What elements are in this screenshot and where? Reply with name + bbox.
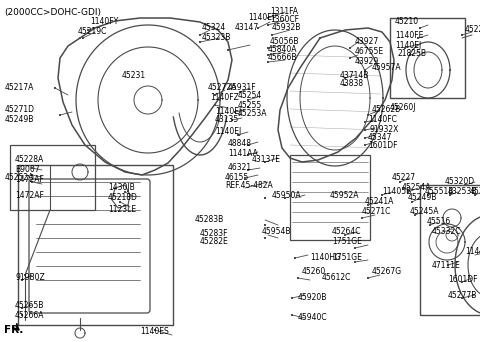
Text: B9007: B9007 bbox=[15, 166, 40, 174]
Text: 45954B: 45954B bbox=[262, 227, 291, 237]
Text: 45320D: 45320D bbox=[445, 177, 475, 186]
Text: 45249B: 45249B bbox=[5, 116, 35, 124]
Bar bbox=[390, 18, 465, 98]
Text: 45324: 45324 bbox=[202, 24, 226, 32]
Text: 45056B: 45056B bbox=[270, 38, 300, 47]
Text: 45952A: 45952A bbox=[330, 190, 360, 199]
Text: 1751GE: 1751GE bbox=[332, 253, 362, 263]
Text: 21825B: 21825B bbox=[398, 49, 427, 57]
Text: 43838: 43838 bbox=[340, 79, 364, 88]
Text: 45228A: 45228A bbox=[15, 156, 44, 165]
Text: 45323B: 45323B bbox=[202, 34, 231, 42]
Text: 45241A: 45241A bbox=[365, 197, 395, 207]
Text: 45227: 45227 bbox=[392, 173, 416, 183]
Text: 45931F: 45931F bbox=[228, 83, 257, 92]
Text: 43714B: 43714B bbox=[340, 70, 370, 79]
Text: 1430JB: 1430JB bbox=[108, 184, 135, 193]
Text: 47111E: 47111E bbox=[432, 261, 461, 269]
Text: 45283F: 45283F bbox=[200, 228, 228, 237]
Text: 1140EJ: 1140EJ bbox=[215, 107, 241, 117]
Text: 45940C: 45940C bbox=[298, 314, 328, 323]
Text: 45347: 45347 bbox=[368, 133, 392, 143]
Text: 1140FC: 1140FC bbox=[368, 116, 397, 124]
Text: 45267G: 45267G bbox=[372, 267, 402, 276]
Text: 1360CF: 1360CF bbox=[270, 15, 299, 25]
Text: 1751GE: 1751GE bbox=[332, 237, 362, 247]
Text: 45265B: 45265B bbox=[15, 301, 44, 310]
Text: 45262B: 45262B bbox=[372, 105, 401, 115]
Text: 45322: 45322 bbox=[470, 187, 480, 197]
Text: 45282E: 45282E bbox=[200, 237, 229, 247]
Text: 1140EJ: 1140EJ bbox=[395, 40, 421, 50]
Text: 1140FY: 1140FY bbox=[90, 17, 118, 26]
Text: 45254A: 45254A bbox=[402, 184, 432, 193]
Text: 1140HG: 1140HG bbox=[310, 253, 341, 263]
Text: 45516: 45516 bbox=[427, 218, 451, 226]
Text: 1311FA: 1311FA bbox=[270, 8, 298, 16]
Text: 1601DF: 1601DF bbox=[368, 141, 397, 149]
Text: 45253A: 45253A bbox=[238, 108, 267, 118]
Text: 45249B: 45249B bbox=[408, 194, 437, 202]
Text: 45283B: 45283B bbox=[195, 215, 224, 224]
Text: 1123LE: 1123LE bbox=[108, 206, 136, 214]
Text: 45271C: 45271C bbox=[362, 208, 391, 216]
Text: 919B0Z: 919B0Z bbox=[15, 274, 45, 282]
Text: 45932B: 45932B bbox=[272, 24, 301, 32]
Text: 43929: 43929 bbox=[355, 57, 379, 66]
Bar bbox=[10, 145, 95, 210]
Text: 1140EJ: 1140EJ bbox=[215, 128, 241, 136]
Text: 46155: 46155 bbox=[225, 173, 249, 183]
Text: 48848: 48848 bbox=[228, 139, 252, 147]
Text: 11405B: 11405B bbox=[382, 187, 411, 197]
Text: 1140GD: 1140GD bbox=[465, 248, 480, 256]
Text: 46755E: 46755E bbox=[355, 48, 384, 56]
Text: 1140ES: 1140ES bbox=[140, 328, 169, 337]
Text: 45254: 45254 bbox=[238, 92, 262, 101]
Text: 45231: 45231 bbox=[122, 70, 146, 79]
Text: 45666B: 45666B bbox=[268, 53, 298, 63]
Text: 45551B: 45551B bbox=[425, 187, 455, 197]
Text: 43927: 43927 bbox=[355, 38, 379, 47]
Text: 45260: 45260 bbox=[302, 267, 326, 276]
Text: 1140FZ: 1140FZ bbox=[210, 93, 239, 103]
Bar bbox=[420, 185, 480, 315]
Text: 45210: 45210 bbox=[395, 17, 419, 26]
Text: 45266A: 45266A bbox=[15, 311, 45, 319]
Text: 43147: 43147 bbox=[235, 24, 259, 32]
Text: 45252A: 45252A bbox=[5, 173, 35, 183]
Text: 45272A: 45272A bbox=[208, 83, 238, 92]
Text: 45957A: 45957A bbox=[372, 64, 402, 73]
Text: FR.: FR. bbox=[4, 325, 24, 335]
Text: 45950A: 45950A bbox=[272, 190, 301, 199]
Text: 45260J: 45260J bbox=[390, 104, 417, 113]
Text: 43137E: 43137E bbox=[252, 156, 281, 165]
Text: 45332C: 45332C bbox=[432, 227, 461, 237]
Text: 43253B: 43253B bbox=[448, 187, 478, 197]
Text: 45271D: 45271D bbox=[5, 105, 35, 115]
Text: 45219C: 45219C bbox=[78, 27, 108, 37]
Text: 1140EP: 1140EP bbox=[248, 13, 276, 23]
Text: 1601DF: 1601DF bbox=[448, 276, 478, 285]
Text: 45245A: 45245A bbox=[410, 208, 440, 216]
Text: 91932X: 91932X bbox=[370, 126, 399, 134]
Text: 45277B: 45277B bbox=[448, 291, 478, 301]
Text: REF.45-482A: REF.45-482A bbox=[225, 182, 273, 190]
Text: 1141AA: 1141AA bbox=[228, 148, 258, 158]
Text: 1140FE: 1140FE bbox=[395, 30, 423, 39]
Text: 45264C: 45264C bbox=[332, 227, 361, 237]
Text: 45225: 45225 bbox=[465, 26, 480, 35]
Text: (2000CC>DOHC-GDI): (2000CC>DOHC-GDI) bbox=[4, 8, 101, 17]
Text: 45218D: 45218D bbox=[108, 194, 138, 202]
Text: 45840A: 45840A bbox=[268, 45, 298, 54]
Text: 45920B: 45920B bbox=[298, 293, 327, 303]
Bar bbox=[290, 155, 370, 240]
Text: 45255: 45255 bbox=[238, 101, 262, 109]
Bar bbox=[18, 165, 173, 325]
Text: 1472AF: 1472AF bbox=[15, 175, 44, 184]
Text: 43135: 43135 bbox=[215, 116, 239, 124]
Text: 46321: 46321 bbox=[228, 163, 252, 172]
Text: 45217A: 45217A bbox=[5, 83, 35, 92]
Text: 1472AF: 1472AF bbox=[15, 190, 44, 199]
Text: 45612C: 45612C bbox=[322, 274, 351, 282]
